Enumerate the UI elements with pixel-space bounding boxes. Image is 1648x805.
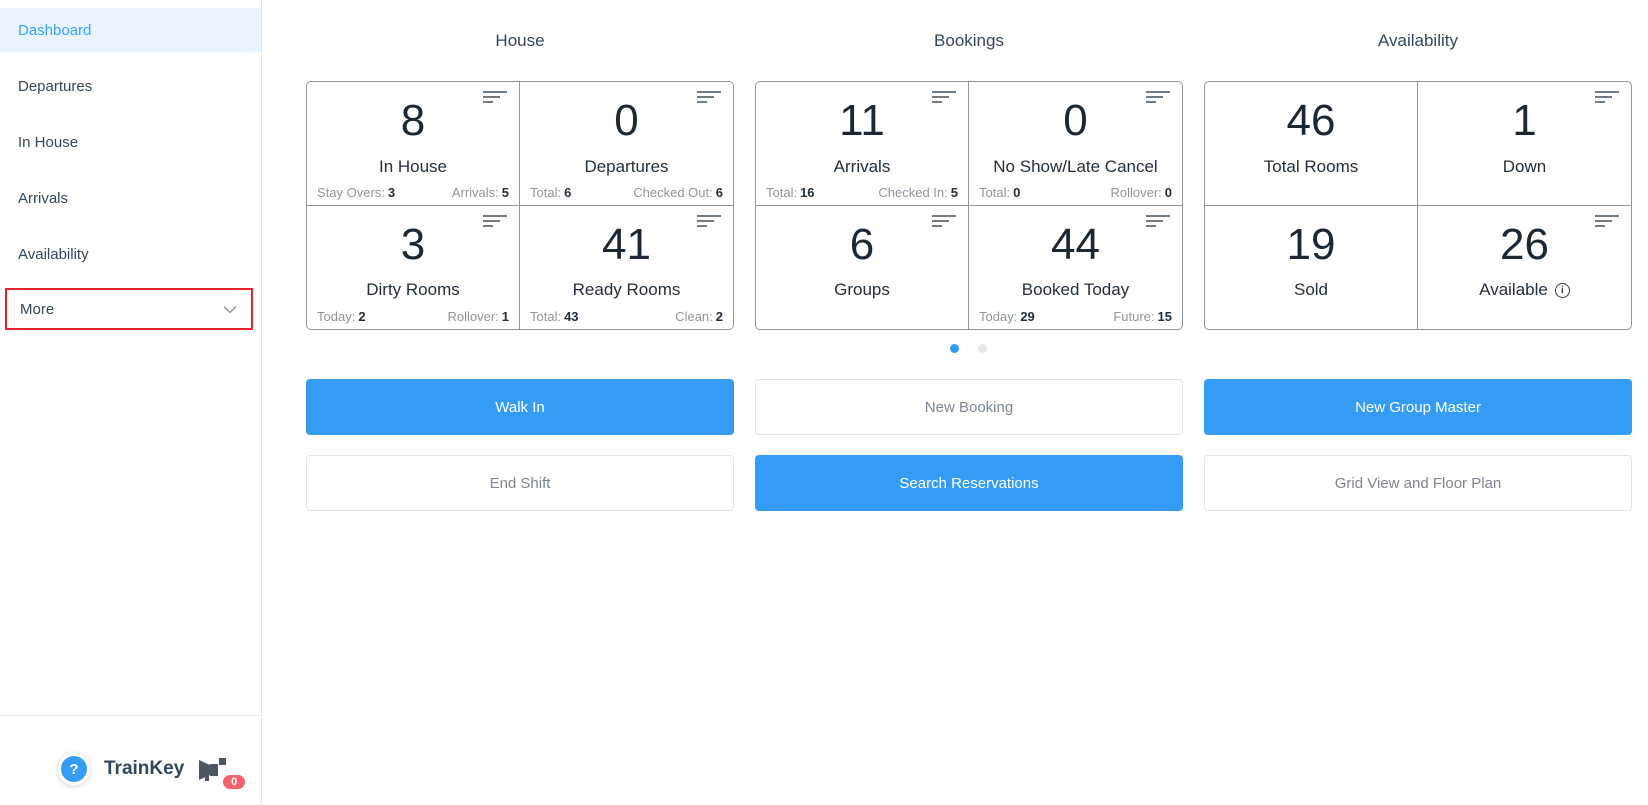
card-value: 0	[614, 96, 639, 145]
card-value: 6	[849, 219, 875, 269]
card-footer: Total: 0 Rollover: 0	[979, 184, 1172, 200]
info-icon[interactable]: i	[1554, 283, 1570, 299]
card-footer: Total: 16 Checked In: 5	[766, 184, 958, 200]
card-menu-icon[interactable]	[483, 91, 507, 106]
card-value: 46	[1286, 96, 1336, 145]
notification-badge: 0	[221, 773, 248, 791]
card-footer: Today: 29 Future: 15	[979, 309, 1172, 324]
sidebar-item-label: In House	[18, 133, 79, 151]
walk-in-button[interactable]: Walk In	[306, 379, 734, 435]
card-label: Booked Today	[1021, 280, 1130, 300]
help-button[interactable]: ?	[57, 752, 91, 786]
card-label: In House	[378, 156, 448, 176]
sidebar-item-departures[interactable]: Departures	[0, 64, 261, 108]
card-menu-icon[interactable]	[483, 214, 507, 230]
section-title: House	[495, 31, 545, 50]
card-sold[interactable]: 19 Sold	[1205, 205, 1418, 329]
sidebar-item-label: Arrivals	[18, 189, 69, 207]
carousel-dot[interactable]	[978, 344, 987, 353]
card-label: No Show/Late Cancel	[993, 156, 1158, 176]
card-value: 41	[602, 219, 651, 269]
card-footer: Total: 6 Checked Out: 6	[530, 184, 723, 200]
card-value: 26	[1500, 219, 1549, 269]
card-label: Total Rooms	[1263, 156, 1359, 176]
section-title: Bookings	[934, 31, 1004, 50]
card-menu-icon[interactable]	[932, 91, 956, 106]
sidebar-item-availability[interactable]: Availability	[0, 232, 261, 276]
sidebar-item-in-house[interactable]: In House	[0, 120, 261, 164]
card-label: Departures	[584, 156, 669, 176]
sidebar-item-label: More	[20, 300, 55, 318]
card-menu-icon[interactable]	[932, 214, 956, 230]
sidebar-item-arrivals[interactable]: Arrivals	[0, 176, 261, 220]
new-booking-button[interactable]: New Booking	[755, 379, 1183, 435]
sidebar-nav: Dashboard Departures In House Arrivals A…	[0, 0, 261, 330]
card-value: 3	[400, 219, 426, 269]
card-label: Arrivals	[833, 156, 891, 176]
card-label: Dirty Rooms	[366, 280, 460, 300]
card-value: 44	[1051, 219, 1100, 269]
card-value: 19	[1286, 219, 1336, 269]
card-footer: Stay Overs: 3 Arrivals: 5	[317, 184, 509, 200]
sidebar-footer: ? TrainKey 0	[0, 715, 261, 805]
question-mark-icon: ?	[61, 756, 87, 782]
new-group-master-button[interactable]: New Group Master	[1204, 379, 1632, 435]
chevron-down-icon	[223, 301, 237, 318]
brand-label: TrainKey	[104, 758, 185, 779]
card-value: 11	[839, 96, 885, 145]
sidebar-item-more[interactable]: More	[5, 288, 253, 330]
card-groups[interactable]: 6 Groups	[756, 205, 969, 329]
sidebar: Dashboard Departures In House Arrivals A…	[0, 0, 262, 805]
bookings-card-grid: 11 Arrivals Total: 16 Checked In: 5 0 No S…	[755, 81, 1183, 330]
card-down[interactable]: 1 Down	[1418, 82, 1631, 206]
card-ready-rooms[interactable]: 41 Ready Rooms Total: 43 Clean: 2	[520, 206, 733, 330]
card-value: 1	[1512, 96, 1537, 145]
card-value: 8	[400, 96, 426, 145]
card-menu-icon[interactable]	[697, 214, 721, 230]
announcements-button[interactable]: 0	[197, 756, 248, 791]
card-booked-today[interactable]: 44 Booked Today Today: 29 Future: 15	[969, 206, 1182, 330]
end-shift-button[interactable]: End Shift	[306, 455, 734, 511]
sidebar-item-dashboard[interactable]: Dashboard	[0, 8, 261, 52]
card-in-house[interactable]: 8 In House Stay Overs: 3 Arrivals: 5	[307, 82, 520, 206]
carousel-dot-active[interactable]	[950, 344, 959, 353]
card-footer: Total: 43 Clean: 2	[530, 309, 723, 324]
availability-card-grid: 46 Total Rooms 1 Down 19 Sold 26 Availab…	[1204, 81, 1632, 330]
card-menu-icon[interactable]	[1595, 214, 1619, 230]
search-reservations-button[interactable]: Search Reservations	[755, 455, 1183, 511]
sidebar-item-label: Dashboard	[18, 21, 92, 39]
card-dirty-rooms[interactable]: 3 Dirty Rooms Today: 2 Rollover: 1	[307, 205, 520, 329]
sidebar-item-label: Availability	[18, 245, 89, 263]
section-title: Availability	[1377, 31, 1458, 50]
sidebar-item-label: Departures	[18, 77, 93, 95]
card-no-show-late-cancel[interactable]: 0 No Show/Late Cancel Total: 0 Rollover: 0	[969, 82, 1182, 206]
card-total-rooms[interactable]: 46 Total Rooms	[1205, 82, 1418, 206]
grid-view-floor-plan-button[interactable]: Grid View and Floor Plan	[1204, 455, 1632, 511]
card-label: Groups	[834, 280, 890, 300]
card-menu-icon[interactable]	[1146, 214, 1170, 230]
card-value: 0	[1063, 96, 1088, 145]
card-label: Available i	[1418, 280, 1631, 300]
card-label: Down	[1502, 156, 1547, 176]
card-menu-icon[interactable]	[697, 91, 721, 106]
card-label: Sold	[1293, 280, 1329, 300]
megaphone-icon	[197, 758, 229, 787]
card-menu-icon[interactable]	[1146, 91, 1170, 106]
card-available[interactable]: 26 Available i	[1418, 206, 1631, 330]
card-menu-icon[interactable]	[1595, 91, 1619, 106]
card-label: Ready Rooms	[572, 280, 681, 300]
card-footer: Today: 2 Rollover: 1	[317, 309, 509, 324]
card-departures[interactable]: 0 Departures Total: 6 Checked Out: 6	[520, 82, 733, 206]
house-card-grid: 8 In House Stay Overs: 3 Arrivals: 5 0 Dep…	[306, 81, 734, 330]
card-arrivals[interactable]: 11 Arrivals Total: 16 Checked In: 5	[756, 82, 969, 206]
